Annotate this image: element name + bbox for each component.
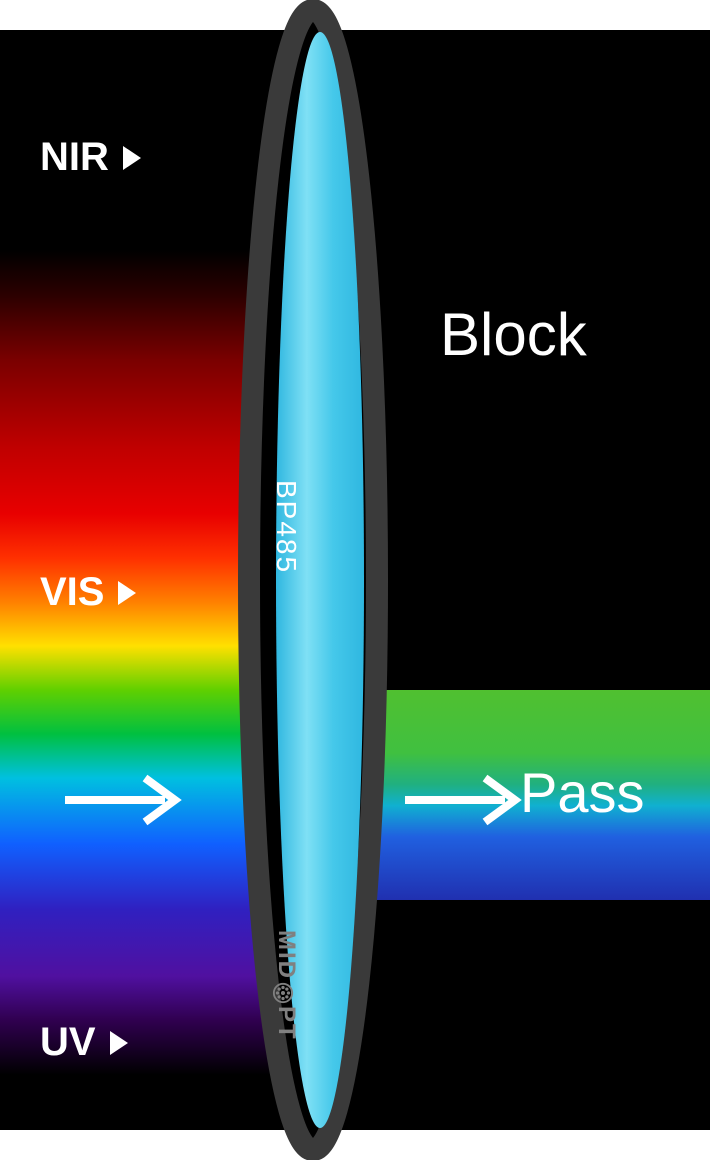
arrow-right-icon xyxy=(400,770,530,830)
block-label: Block xyxy=(440,300,587,369)
nir-label: NIR xyxy=(40,135,141,180)
aperture-icon xyxy=(275,982,297,1004)
triangle-right-icon xyxy=(123,146,141,170)
brand-suffix: PT xyxy=(272,1006,300,1041)
brand-label: MID PT xyxy=(272,930,300,1041)
vis-label: VIS xyxy=(40,570,136,615)
triangle-right-icon xyxy=(110,1031,128,1055)
triangle-right-icon xyxy=(118,581,136,605)
brand-prefix: MID xyxy=(272,930,300,980)
nir-text: NIR xyxy=(40,135,109,180)
uv-label: UV xyxy=(40,1020,128,1065)
diagram-stage: NIR VIS UV Block Pass xyxy=(0,30,710,1130)
arrow-left-icon xyxy=(60,770,190,830)
filter-model-label: BP485 xyxy=(270,480,302,574)
vis-text: VIS xyxy=(40,570,104,615)
pass-label: Pass xyxy=(520,760,645,825)
uv-text: UV xyxy=(40,1020,96,1065)
